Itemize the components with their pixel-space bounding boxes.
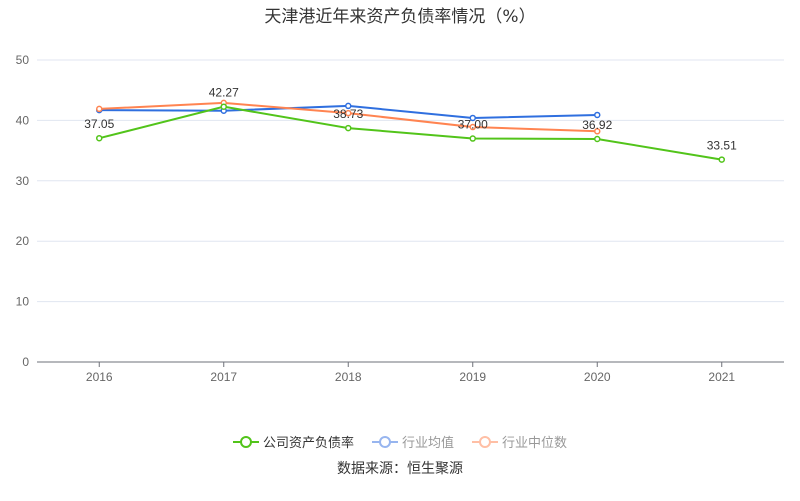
legend-item[interactable]: 行业均值	[371, 432, 454, 451]
data-point	[345, 109, 352, 117]
legend-line-circle-icon	[232, 435, 259, 448]
x-tick-label: 2017	[210, 370, 237, 384]
legend-label: 行业中位数	[502, 436, 568, 451]
legend-line-circle-icon	[472, 435, 498, 448]
y-tick-label: 10	[16, 295, 30, 309]
legend-item[interactable]: 行业中位数	[472, 432, 567, 451]
data-label: 33.51	[707, 139, 737, 153]
data-point	[594, 111, 601, 119]
data-point	[345, 124, 352, 132]
data-point	[594, 135, 601, 143]
series-line	[99, 105, 722, 161]
legend-label: 公司资产负债率	[262, 436, 354, 451]
data-label: 36.92	[582, 118, 612, 132]
data-point	[469, 123, 476, 131]
legend-item[interactable]: 公司资产负债率	[232, 432, 354, 451]
y-tick-label: 30	[16, 174, 30, 188]
data-label: 38.73	[333, 107, 363, 121]
source-note: 数据来源：恒生聚源	[337, 461, 463, 477]
x-tick-label: 2021	[708, 370, 735, 384]
chart-title: 天津港近年来资产负债率情况（%）	[264, 7, 536, 27]
x-tick-label: 2016	[86, 370, 113, 384]
legend-label: 行业均值	[401, 436, 454, 451]
x-tick-label: 2018	[335, 370, 362, 384]
data-point	[220, 103, 227, 110]
legend: 公司资产负债率 行业均值 行业中位数	[0, 432, 800, 451]
x-tick-label: 2020	[584, 370, 611, 384]
data-point	[718, 156, 725, 163]
data-point	[469, 114, 476, 122]
data-label: 37.00	[458, 118, 488, 132]
y-tick-label: 0	[22, 355, 29, 369]
data-point	[594, 128, 601, 135]
x-tick-label: 2019	[459, 370, 486, 384]
data-point	[96, 134, 103, 142]
y-tick-label: 20	[16, 234, 30, 248]
data-label: 37.05	[84, 117, 114, 131]
data-point	[469, 135, 476, 142]
y-tick-label: 40	[16, 113, 30, 127]
chart-plot: 0 10 20 30 40 50 2016 2017 2018 2019 2020 2021 37.05…	[16, 53, 784, 384]
data-label: 42.27	[209, 86, 239, 100]
data-point	[96, 105, 103, 113]
y-tick-label: 50	[16, 53, 30, 67]
data-point	[345, 102, 352, 110]
legend-line-circle-icon	[371, 435, 398, 448]
